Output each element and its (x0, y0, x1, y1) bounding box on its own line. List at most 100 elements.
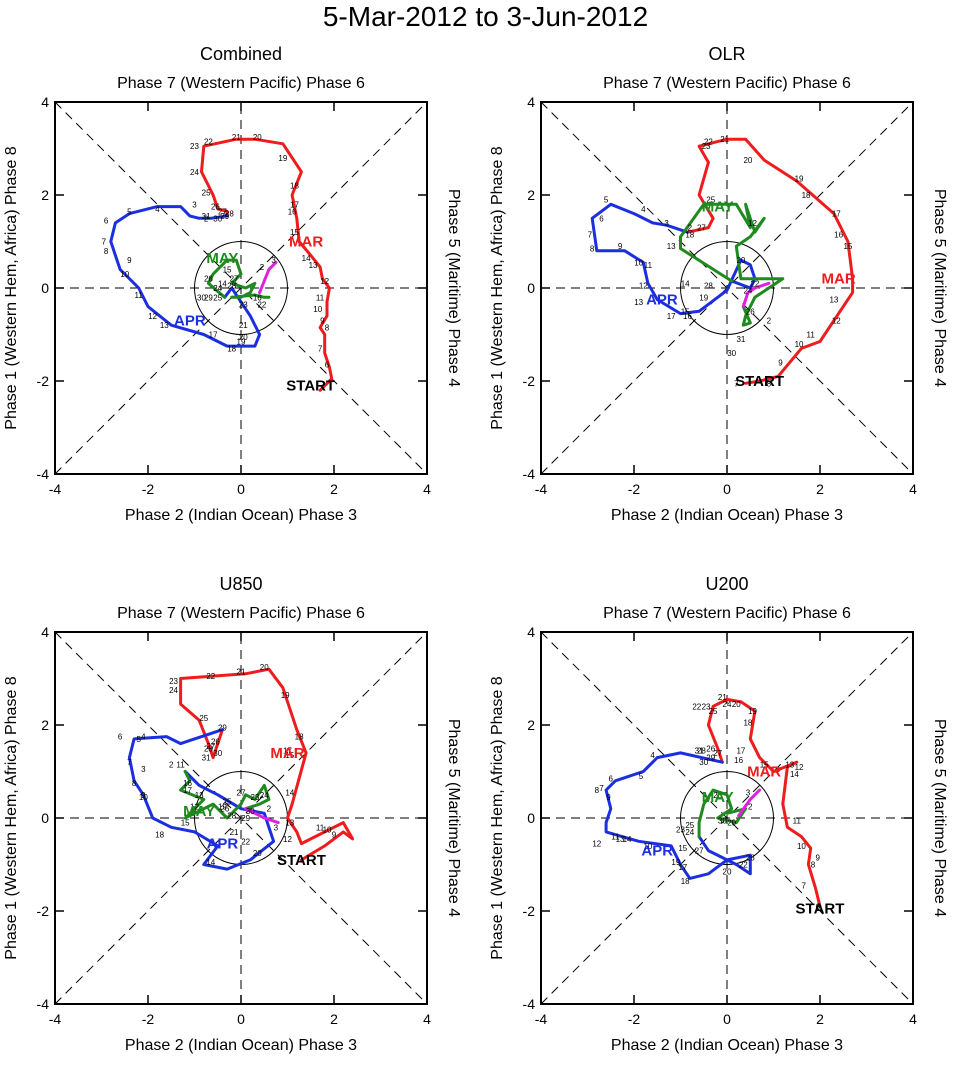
day-label: 27 (695, 847, 704, 856)
series-line-may (206, 258, 271, 299)
panel-u200: U200 Phase 7 (Western Pacific) Phase 6 Pha… (489, 574, 948, 1054)
month-label-apr: APR (646, 292, 678, 309)
day-label: 18 (685, 231, 694, 240)
day-label: 15 (678, 844, 687, 853)
day-label: 11 (135, 291, 144, 300)
day-label: 13 (285, 819, 294, 828)
day-label: 19 (699, 293, 708, 302)
day-label: 30 (246, 807, 255, 816)
month-label-apr: APR (174, 313, 206, 330)
day-label: 23 (239, 300, 248, 309)
x-tick-label: 2 (816, 1011, 824, 1027)
day-label: 22 (206, 672, 215, 681)
month-label-mar: MAR (270, 745, 304, 762)
day-label: 31 (695, 747, 704, 756)
day-label: 14 (218, 279, 227, 288)
day-label: 23 (169, 677, 178, 686)
day-label: 12 (148, 312, 157, 321)
day-label: 12 (795, 763, 804, 772)
day-label: 10 (643, 842, 652, 851)
x-tick-label: 2 (330, 1011, 338, 1027)
series-line-may (697, 788, 748, 839)
day-label: 9 (815, 854, 820, 863)
series-line-may (179, 770, 271, 820)
day-label: 13 (309, 261, 318, 270)
y-tick-label: -2 (37, 903, 50, 919)
day-label: 19 (278, 154, 287, 163)
month-label-may: MAY (702, 789, 734, 806)
day-label: 17 (183, 786, 192, 795)
day-label: 2 (267, 805, 272, 814)
day-label: 6 (104, 217, 109, 226)
series-line-apr (109, 205, 262, 348)
day-label: 30 (197, 293, 206, 302)
day-label: 26 (204, 275, 213, 284)
day-label: 24 (723, 700, 732, 709)
y-tick-label: 4 (527, 624, 535, 640)
x-axis-label: Phase 2 (Indian Ocean) Phase 3 (611, 507, 843, 524)
day-label: 19 (237, 337, 246, 346)
right-axis-label: Phase 5 (Maritime) Phase 4 (445, 719, 462, 917)
day-label: 28 (225, 210, 234, 219)
day-label: 12 (283, 835, 292, 844)
day-label: 10 (795, 340, 804, 349)
day-label: 5 (639, 772, 644, 781)
y-tick-label: -2 (37, 373, 50, 389)
day-label: 22 (257, 300, 266, 309)
y-tick-label: -2 (523, 373, 536, 389)
day-label: 15 (843, 242, 852, 251)
figure-title: 5-Mar-2012 to 3-Jun-2012 (322, 1, 649, 32)
top-axis-label: Phase 7 (Western Pacific) Phase 6 (117, 605, 365, 622)
day-label: 28 (204, 744, 213, 753)
day-label: 8 (104, 247, 109, 256)
day-label: 22 (704, 138, 713, 147)
y-tick-label: -2 (523, 903, 536, 919)
x-tick-label: 2 (816, 481, 824, 497)
day-label: 28 (227, 282, 236, 291)
day-label: 28 (713, 791, 722, 800)
series-line-apr (604, 751, 752, 880)
day-label: 15 (285, 751, 294, 760)
day-label: 12 (639, 282, 648, 291)
day-label: 22 (692, 702, 701, 711)
day-label: 8 (767, 379, 772, 388)
month-label-mar: MAR (289, 234, 323, 251)
x-tick-label: -4 (535, 1011, 548, 1027)
y-tick-label: 2 (41, 187, 49, 203)
day-label: 9 (332, 830, 337, 839)
y-tick-label: 0 (527, 810, 535, 826)
day-label: 8 (132, 779, 137, 788)
month-label-apr: APR (207, 836, 239, 853)
day-label: 11 (807, 331, 816, 340)
day-label: 3 (746, 788, 751, 797)
day-label: 26 (746, 307, 755, 316)
x-tick-label: 0 (237, 481, 245, 497)
day-label: 25 (709, 707, 718, 716)
day-label: 24 (169, 686, 178, 695)
day-label: 18 (155, 830, 164, 839)
day-label: 12 (592, 840, 601, 849)
day-label: 22 (204, 138, 213, 147)
day-label: 10 (313, 305, 322, 314)
day-label: 7 (734, 379, 739, 388)
start-label: START (796, 901, 845, 918)
day-label: 19 (218, 802, 227, 811)
day-label: 20 (253, 133, 262, 142)
day-label: 16 (288, 207, 297, 216)
day-label: 4 (641, 205, 646, 214)
day-label: 3 (141, 765, 146, 774)
day-label: 17 (667, 312, 676, 321)
day-label: 30 (727, 349, 736, 358)
day-label: 3 (192, 200, 197, 209)
panel-combined: Combined Phase 7 (Western Pacific) Phase … (3, 44, 462, 524)
day-label: 20 (260, 663, 269, 672)
day-label: 6 (118, 733, 123, 742)
start-label: START (286, 378, 335, 395)
day-label: 11 (611, 833, 620, 842)
day-label: 10 (139, 793, 148, 802)
x-tick-label: -2 (628, 1011, 641, 1027)
day-label: 21 (232, 133, 241, 142)
day-label: 2 (748, 802, 753, 811)
day-label: 2 (204, 214, 209, 223)
day-label: 31 (202, 212, 211, 221)
